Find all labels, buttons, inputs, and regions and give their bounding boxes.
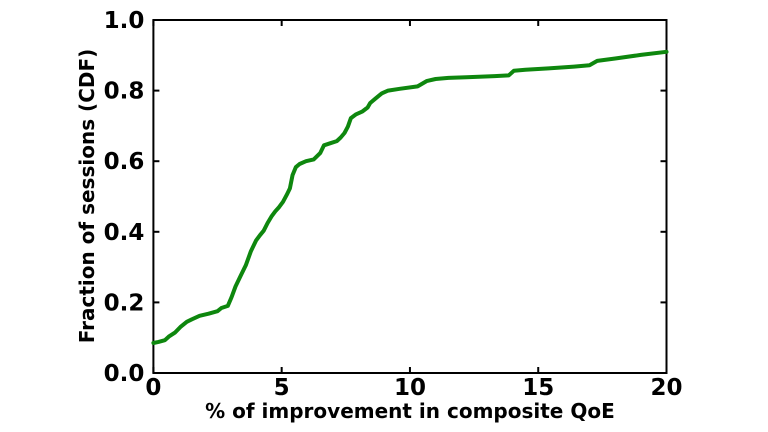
x-tick-label: 5 <box>274 375 290 401</box>
tick-labels-layer: 0 5 10 15 20 0.0 0.2 0.4 0.6 0.8 1.0 <box>104 8 683 401</box>
plot-frame <box>152 19 668 374</box>
y-tick-label: 0.6 <box>104 149 145 175</box>
cdf-line <box>151 49 669 345</box>
x-tick-label: 20 <box>650 375 682 401</box>
x-tick-label: 0 <box>145 375 161 401</box>
y-tick-label: 0.4 <box>104 220 145 246</box>
x-tick-label: 15 <box>522 375 554 401</box>
y-tick-label: 0.2 <box>104 290 145 316</box>
y-tick-label: 1.0 <box>104 8 145 34</box>
x-axis-label: % of improvement in composite QoE <box>205 399 615 423</box>
y-tick-label: 0.0 <box>104 361 145 387</box>
ticks-layer <box>152 19 668 374</box>
x-tick-label: 10 <box>394 375 426 401</box>
y-tick-label: 0.8 <box>104 79 145 105</box>
y-axis-label: Fraction of sessions (CDF) <box>75 49 99 344</box>
